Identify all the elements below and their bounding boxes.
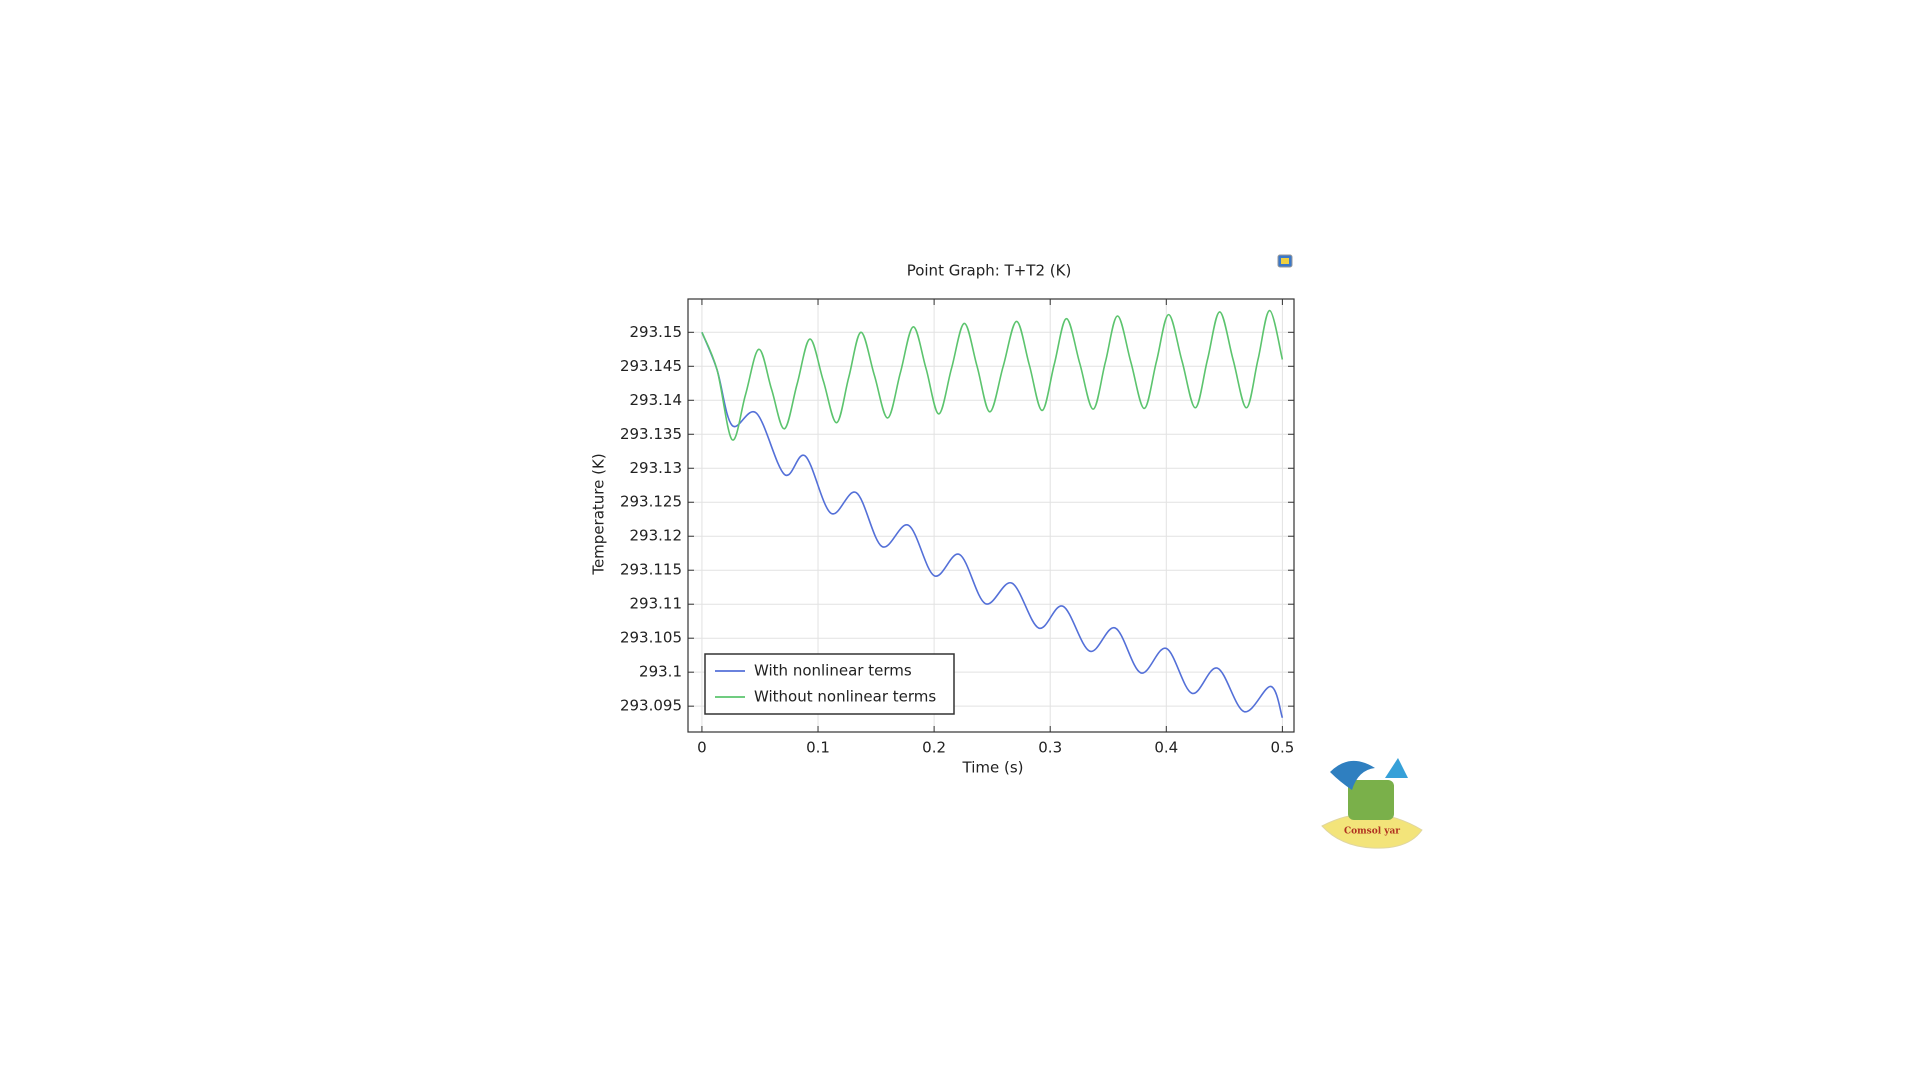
y-tick-label: 293.145 [620, 357, 682, 375]
x-tick-label: 0.2 [922, 739, 946, 757]
logo-wing [1330, 760, 1375, 790]
legend-label: With nonlinear terms [754, 662, 912, 680]
x-axis-label: Time (s) [962, 759, 1024, 777]
y-tick-label: 293.095 [620, 697, 682, 715]
y-tick-label: 293.105 [620, 629, 682, 647]
y-tick-label: 293.14 [630, 391, 683, 409]
chart-title: Point Graph: T+T2 (K) [907, 262, 1072, 280]
y-tick-label: 293.115 [620, 561, 682, 579]
watermark-text: Comsol yar [1344, 827, 1400, 837]
toolbar-icon[interactable] [1277, 254, 1293, 268]
y-tick-label: 293.1 [639, 663, 682, 681]
plot-frame [687, 298, 1295, 733]
legend-label: Without nonlinear terms [754, 688, 936, 706]
x-tick-label: 0 [697, 739, 707, 757]
x-tick-label: 0.1 [806, 739, 830, 757]
legend-box [704, 653, 955, 715]
y-axis-label: Temperature (K) [590, 453, 608, 575]
logo-body [1348, 780, 1394, 820]
series-line [701, 332, 1284, 719]
x-tick-label: 0.3 [1038, 739, 1062, 757]
watermark-logo: Comsol yar [1321, 758, 1423, 849]
icon-inner [1281, 258, 1289, 264]
x-tick-label: 0.5 [1270, 739, 1294, 757]
y-tick-label: 293.125 [620, 493, 682, 511]
series-line [701, 309, 1284, 441]
y-tick-label: 293.12 [630, 527, 683, 545]
x-tick-label: 0.4 [1154, 739, 1178, 757]
logo-sail [1385, 758, 1408, 778]
y-tick-label: 293.135 [620, 425, 682, 443]
y-tick-label: 293.13 [630, 459, 683, 477]
y-tick-label: 293.11 [630, 595, 683, 613]
y-tick-label: 293.15 [630, 323, 683, 341]
